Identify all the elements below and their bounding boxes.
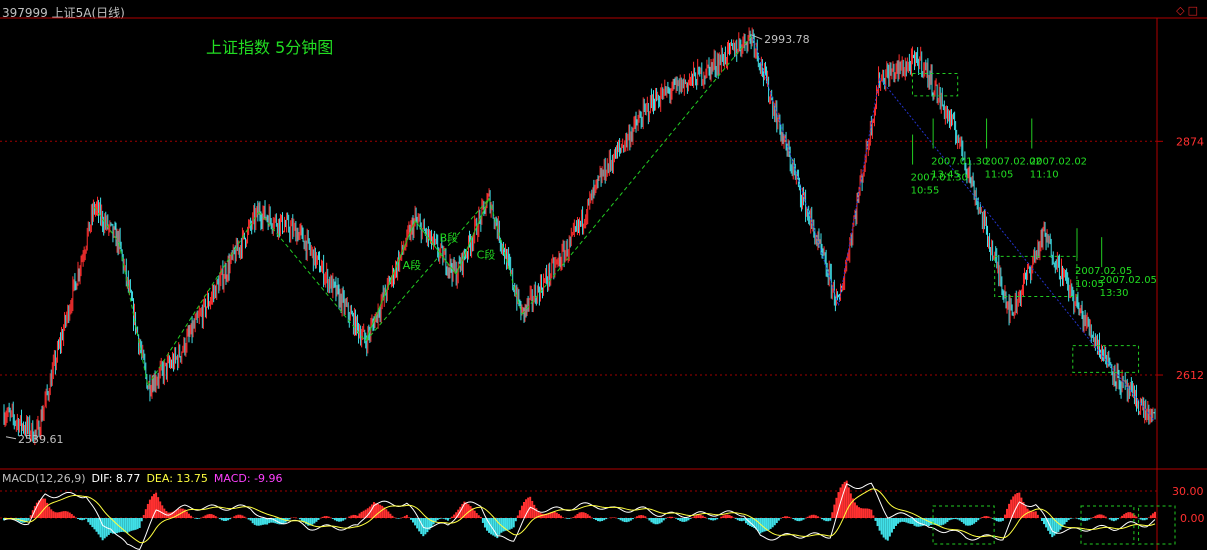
macd-annotation-box	[932, 505, 995, 545]
wave-line	[118, 242, 149, 386]
dea-value: DEA: 13.75	[146, 472, 208, 485]
dif-value: DIF: 8.77	[91, 472, 141, 485]
wave-label: C段	[477, 247, 496, 261]
annotation-date: 2007.02.02	[1030, 157, 1087, 168]
wave-line	[258, 211, 367, 342]
annotation-date: 2007.02.05	[1075, 266, 1132, 277]
macd-tick-label: 0.00	[1180, 512, 1205, 525]
abc-wave-line	[455, 198, 490, 275]
annotation-box	[994, 255, 1078, 298]
annotation-time: 10:55	[911, 186, 940, 197]
wave-line	[147, 211, 260, 386]
low-label: 2539.61	[18, 433, 64, 446]
trend-line	[837, 77, 881, 306]
macd-annotation-box	[1138, 505, 1176, 545]
macd-tick-label: 30.00	[1172, 485, 1204, 498]
wave-line	[365, 198, 490, 342]
annotation-date: 2007.01.30	[931, 157, 988, 168]
annotation-time: 11:10	[1030, 170, 1059, 181]
candles	[3, 27, 1156, 446]
high-label: 2993.78	[764, 33, 810, 46]
annotation-box	[1072, 345, 1140, 373]
macd-value: MACD: -9.96	[213, 472, 283, 485]
maximize-icon[interactable]: □	[1187, 4, 1201, 17]
trend-line	[879, 77, 1156, 422]
abc-wave-line	[365, 220, 416, 342]
trend-lines	[751, 35, 1156, 422]
annotation-time: 11:05	[985, 170, 1014, 181]
annotation-boxes: 2007.01.3010:552007.01.3013:452007.02.02…	[911, 73, 1157, 373]
macd-panel: 30.00 0.00	[0, 480, 1205, 550]
annotation-box	[911, 73, 959, 97]
chart-caption: 上证指数 5分钟图	[206, 38, 334, 57]
annotation-time: 13:30	[1100, 288, 1129, 299]
window-title: 397999 上证5A(日线)	[2, 6, 125, 20]
trend-line	[751, 35, 839, 306]
wave-line	[488, 198, 523, 315]
macd-header: MACD(12,26,9) DIF: 8.77 DEA: 13.75 MACD: -9…	[2, 472, 289, 485]
annotation-time: 10:05	[1075, 279, 1104, 290]
abc-wave-line	[414, 220, 457, 275]
price-tick-label: 2874	[1176, 135, 1204, 148]
wave-lines: A段 B段 C段	[94, 34, 753, 386]
macd-label: MACD(12,26,9)	[2, 472, 86, 485]
low-pointer	[5, 436, 17, 440]
wave-label: A段	[403, 258, 422, 272]
annotation-date: 2007.02.02	[985, 157, 1042, 168]
restore-icon[interactable]: ◇	[1176, 4, 1188, 17]
price-tick-label: 2612	[1176, 369, 1204, 382]
annotation-time: 13:45	[931, 170, 960, 181]
dea-line	[3, 488, 1156, 544]
wave-line	[94, 207, 120, 244]
high-pointer	[751, 34, 763, 40]
annotation-date: 2007.02.05	[1100, 275, 1157, 286]
macd-annotation-box	[1080, 505, 1135, 545]
price-grid: 2874 2612	[0, 135, 1204, 382]
price-labels: 2993.78 2539.61	[5, 33, 810, 446]
window-buttons[interactable]: ◇□	[1176, 4, 1201, 17]
wave-label: B段	[440, 230, 459, 244]
wave-line	[521, 34, 753, 315]
annotation-date: 2007.01.30	[911, 173, 968, 184]
